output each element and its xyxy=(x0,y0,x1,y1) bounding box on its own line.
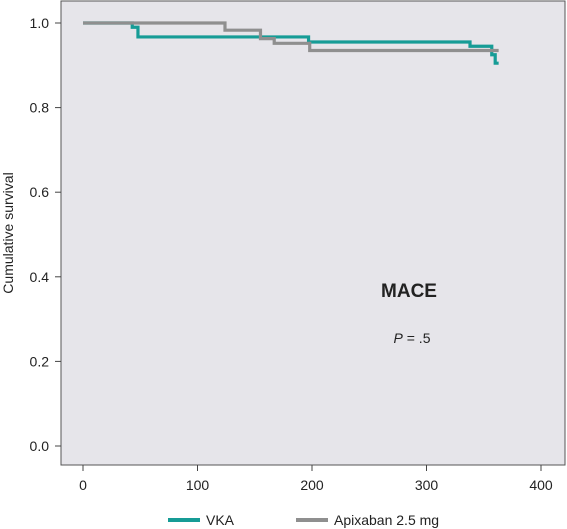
annotation-title: MACE xyxy=(381,281,437,302)
x-axis: 0 100 200 300 400 xyxy=(79,465,553,493)
legend: VKA Apixaban 2.5 mg xyxy=(168,512,439,528)
y-tick-label: 0.2 xyxy=(30,353,50,369)
y-tick-label: 0.0 xyxy=(30,438,50,454)
p-value-text: = .5 xyxy=(403,330,431,346)
y-tick-label: 1.0 xyxy=(30,15,50,31)
y-tick-label: 0.8 xyxy=(30,100,50,116)
y-tick-label: 0.6 xyxy=(30,184,50,200)
legend-label: Apixaban 2.5 mg xyxy=(334,512,439,528)
x-tick-label: 300 xyxy=(415,477,439,493)
y-axis: 0.0 0.2 0.4 0.6 0.8 1.0 xyxy=(30,15,61,454)
x-tick-label: 200 xyxy=(300,477,324,493)
x-tick-label: 0 xyxy=(79,477,87,493)
x-tick-label: 400 xyxy=(529,477,553,493)
series-line-apixaban xyxy=(83,21,499,53)
annotation-p-value: P = .5 xyxy=(394,330,431,346)
plot-area xyxy=(60,0,566,466)
y-tick-label: 0.4 xyxy=(30,269,50,285)
series-layer xyxy=(83,21,499,65)
x-tick-label: 100 xyxy=(186,477,210,493)
y-axis-title: Cumulative survival xyxy=(0,172,16,293)
legend-label: VKA xyxy=(206,512,235,528)
p-value-symbol: P xyxy=(394,330,404,346)
